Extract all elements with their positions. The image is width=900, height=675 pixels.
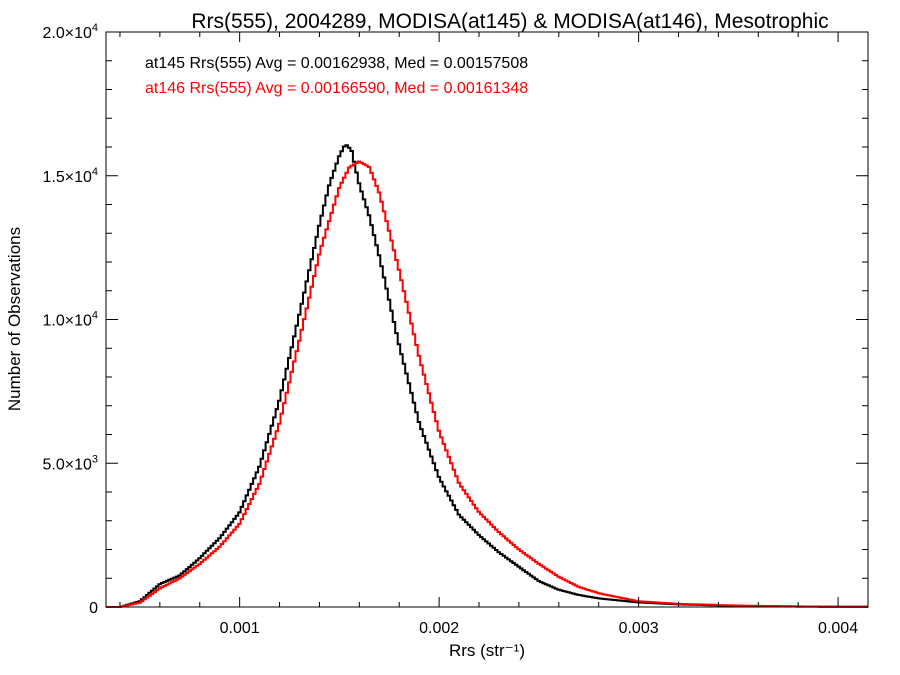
plot-frame [105,31,869,608]
x-tick-label: 0.002 [419,620,459,637]
x-tick-label: 0.004 [818,620,858,637]
y-tick-label: 2.0×104 [42,22,98,42]
y-tick-label: 5.0×103 [42,453,98,473]
chart-title: Rrs(555), 2004289, MODISA(at145) & MODIS… [191,10,828,33]
y-axis-ticks: 0 5.0×103 1.0×104 1.5×104 2.0×104 [42,22,868,617]
y-axis-label: Number of Observations [5,227,24,411]
y-tick-label: 1.5×104 [42,166,98,186]
x-tick-label: 0.003 [619,620,659,637]
x-axis-ticks: 0.001 0.002 0.003 0.004 [119,32,858,637]
x-tick-label: 0.001 [220,620,260,637]
y-tick-label: 0 [89,600,98,617]
legend-entry-at146: at146 Rrs(555) Avg = 0.00166590, Med = 0… [145,80,528,97]
series-line-at145 [106,144,868,608]
plot-lines [106,144,868,608]
legend: at145 Rrs(555) Avg = 0.00162938, Med = 0… [145,55,528,97]
y-tick-label: 1.0×104 [42,310,98,330]
series-line-at146 [106,160,868,608]
legend-entry-at145: at145 Rrs(555) Avg = 0.00162938, Med = 0… [145,55,528,72]
x-axis-label: Rrs (str⁻¹) [449,641,525,660]
